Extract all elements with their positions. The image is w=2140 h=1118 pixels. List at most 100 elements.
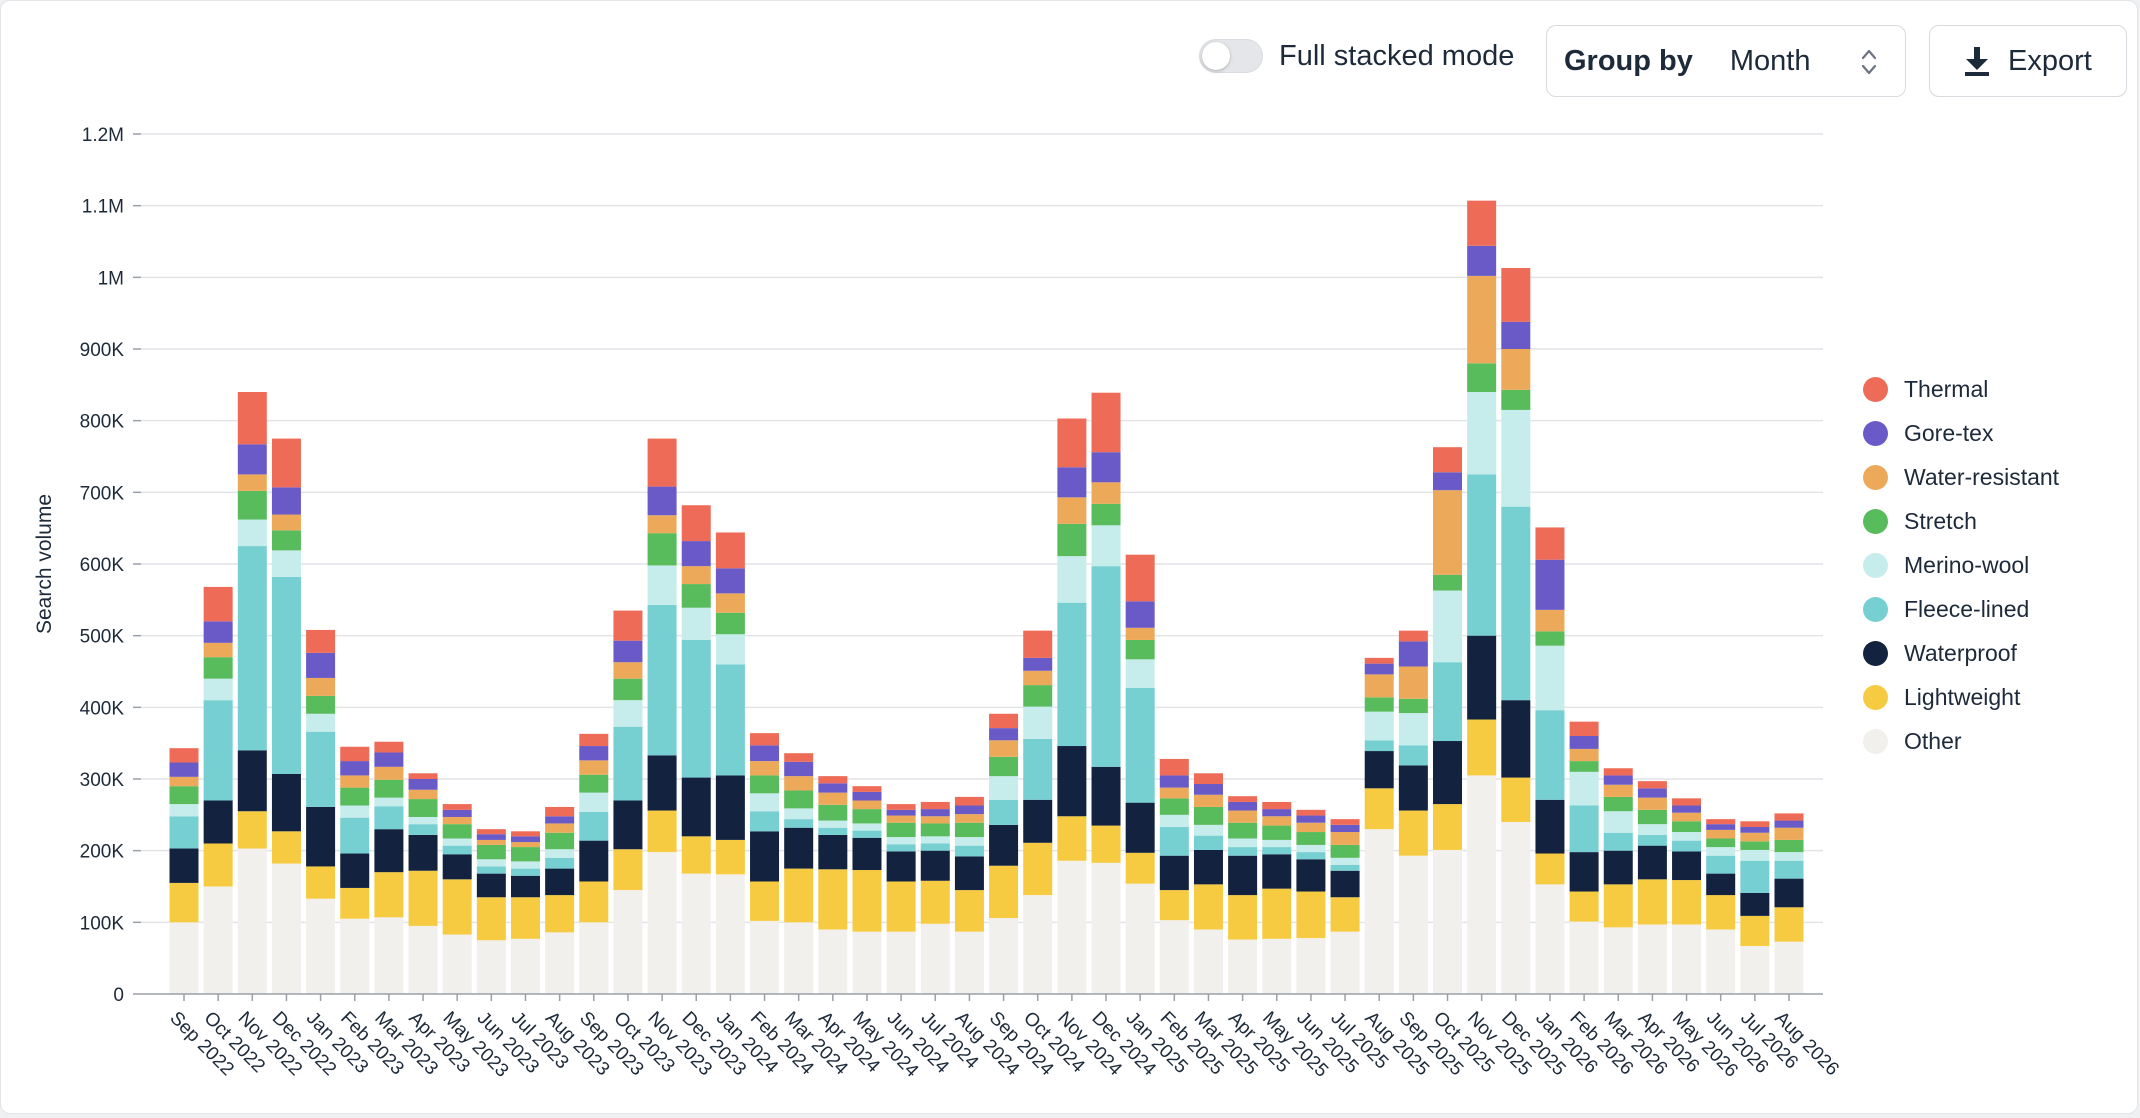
bar-segment-lightweight[interactable]: [169, 882, 199, 923]
bar-segment-water-resistant[interactable]: [1569, 748, 1599, 762]
bar-segment-stretch[interactable]: [1433, 574, 1463, 591]
bar-segment-waterproof[interactable]: [340, 853, 370, 888]
bar-segment-merino-wool[interactable]: [1125, 659, 1155, 688]
bar-segment-merino-wool[interactable]: [1535, 645, 1565, 711]
bar-segment-waterproof[interactable]: [545, 868, 575, 896]
bar-segment-lightweight[interactable]: [1057, 816, 1087, 861]
bar-segment-lightweight[interactable]: [237, 811, 267, 849]
bar-segment-water-resistant[interactable]: [681, 566, 711, 585]
bar-segment-merino-wool[interactable]: [545, 849, 575, 858]
bar-segment-merino-wool[interactable]: [1159, 814, 1189, 828]
bar-segment-merino-wool[interactable]: [1330, 857, 1360, 865]
bar-segment-fleece-lined[interactable]: [306, 731, 336, 807]
bar-segment-water-resistant[interactable]: [442, 816, 472, 825]
bar-segment-gore-tex[interactable]: [886, 809, 916, 816]
legend-item-stretch[interactable]: Stretch: [1863, 499, 2059, 543]
bar-segment-lightweight[interactable]: [340, 887, 370, 919]
bar-segment-thermal[interactable]: [203, 586, 233, 622]
bar-segment-waterproof[interactable]: [647, 755, 677, 811]
bar-segment-fleece-lined[interactable]: [579, 811, 609, 841]
bar-segment-other[interactable]: [715, 874, 745, 994]
bar-segment-thermal[interactable]: [1398, 630, 1428, 642]
bar-segment-gore-tex[interactable]: [169, 762, 199, 777]
bar-segment-other[interactable]: [1398, 855, 1428, 994]
bar-segment-water-resistant[interactable]: [920, 816, 950, 824]
bar-segment-other[interactable]: [1159, 920, 1189, 994]
bar-segment-thermal[interactable]: [920, 801, 950, 810]
bar-segment-fleece-lined[interactable]: [989, 799, 1019, 825]
bar-segment-merino-wool[interactable]: [237, 519, 267, 547]
bar-segment-gore-tex[interactable]: [681, 541, 711, 567]
bar-segment-other[interactable]: [1023, 895, 1053, 994]
bar-segment-gore-tex[interactable]: [989, 728, 1019, 741]
bar-segment-lightweight[interactable]: [920, 880, 950, 924]
bar-segment-merino-wool[interactable]: [1603, 811, 1633, 833]
group-by-select[interactable]: Group by Month: [1546, 25, 1906, 97]
bar-segment-lightweight[interactable]: [613, 849, 643, 891]
bar-segment-water-resistant[interactable]: [1501, 349, 1531, 390]
bar-segment-gore-tex[interactable]: [1193, 784, 1223, 795]
legend-item-other[interactable]: Other: [1863, 719, 2059, 763]
bar-segment-gore-tex[interactable]: [1433, 472, 1463, 491]
bar-segment-thermal[interactable]: [545, 806, 575, 817]
bar-segment-fleece-lined[interactable]: [203, 700, 233, 801]
bar-segment-other[interactable]: [340, 918, 370, 994]
bar-segment-water-resistant[interactable]: [203, 642, 233, 658]
bar-segment-fleece-lined[interactable]: [1637, 834, 1667, 846]
bar-segment-merino-wool[interactable]: [579, 792, 609, 812]
bar-segment-thermal[interactable]: [818, 776, 848, 784]
bar-segment-merino-wool[interactable]: [750, 793, 780, 812]
bar-segment-water-resistant[interactable]: [545, 823, 575, 833]
bar-segment-fleece-lined[interactable]: [1296, 852, 1326, 860]
bar-segment-waterproof[interactable]: [1159, 855, 1189, 891]
bar-segment-lightweight[interactable]: [1774, 907, 1804, 942]
bar-segment-stretch[interactable]: [1023, 685, 1053, 707]
bar-segment-lightweight[interactable]: [1193, 884, 1223, 930]
bar-segment-gore-tex[interactable]: [1603, 775, 1633, 785]
bar-segment-waterproof[interactable]: [1228, 855, 1258, 896]
bar-segment-waterproof[interactable]: [1398, 765, 1428, 811]
bar-segment-lightweight[interactable]: [271, 831, 301, 864]
bar-segment-waterproof[interactable]: [1535, 799, 1565, 854]
bar-segment-thermal[interactable]: [1057, 418, 1087, 468]
bar-segment-thermal[interactable]: [1125, 554, 1155, 602]
bar-segment-water-resistant[interactable]: [1125, 627, 1155, 640]
bar-segment-water-resistant[interactable]: [476, 839, 506, 845]
bar-segment-other[interactable]: [1228, 939, 1258, 994]
bar-segment-merino-wool[interactable]: [1193, 824, 1223, 836]
bar-segment-lightweight[interactable]: [1159, 890, 1189, 921]
bar-segment-lightweight[interactable]: [989, 865, 1019, 919]
bar-segment-lightweight[interactable]: [203, 843, 233, 887]
bar-segment-water-resistant[interactable]: [1398, 666, 1428, 699]
bar-segment-lightweight[interactable]: [1364, 788, 1394, 830]
bar-segment-lightweight[interactable]: [1023, 842, 1053, 896]
bar-segment-other[interactable]: [886, 931, 916, 994]
bar-segment-waterproof[interactable]: [613, 800, 643, 850]
bar-segment-waterproof[interactable]: [1364, 751, 1394, 789]
bar-segment-gore-tex[interactable]: [920, 809, 950, 817]
bar-segment-fleece-lined[interactable]: [1023, 738, 1053, 800]
bar-segment-gore-tex[interactable]: [510, 836, 540, 843]
bar-segment-stretch[interactable]: [1501, 389, 1531, 410]
bar-segment-stretch[interactable]: [989, 756, 1019, 777]
bar-segment-water-resistant[interactable]: [169, 776, 199, 787]
bar-segment-thermal[interactable]: [271, 438, 301, 488]
bar-segment-merino-wool[interactable]: [169, 804, 199, 817]
bar-segment-other[interactable]: [442, 934, 472, 994]
bar-segment-merino-wool[interactable]: [886, 837, 916, 845]
bar-segment-stretch[interactable]: [271, 530, 301, 551]
bar-segment-waterproof[interactable]: [1774, 878, 1804, 908]
bar-segment-gore-tex[interactable]: [237, 444, 267, 475]
bar-segment-other[interactable]: [203, 886, 233, 995]
bar-segment-waterproof[interactable]: [510, 875, 540, 898]
bar-segment-other[interactable]: [169, 922, 199, 994]
bar-segment-fleece-lined[interactable]: [340, 817, 370, 854]
bar-segment-thermal[interactable]: [476, 829, 506, 835]
bar-segment-stretch[interactable]: [1262, 825, 1292, 840]
bar-segment-stretch[interactable]: [818, 804, 848, 821]
bar-segment-lightweight[interactable]: [818, 869, 848, 930]
bar-segment-thermal[interactable]: [340, 746, 370, 762]
bar-segment-water-resistant[interactable]: [1296, 822, 1326, 833]
bar-segment-water-resistant[interactable]: [1193, 794, 1223, 807]
bar-segment-thermal[interactable]: [613, 610, 643, 641]
